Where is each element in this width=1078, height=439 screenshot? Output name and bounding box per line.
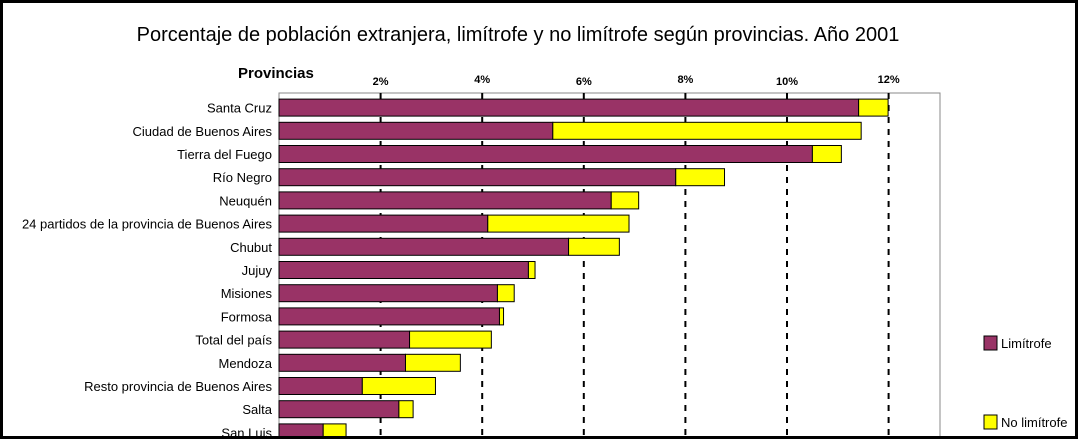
category-label: Ciudad de Buenos Aires [133, 124, 273, 139]
category-label: Misiones [221, 286, 273, 301]
category-label: Total del país [195, 333, 272, 348]
bar-limitrofe [278, 261, 529, 279]
bar-limitrofe [278, 121, 554, 140]
category-label: Tierra del Fuego [177, 147, 272, 162]
legend-label: Limítrofe [1001, 336, 1052, 351]
bar-no-limitrofe [487, 214, 630, 233]
bar-limitrofe [278, 214, 489, 233]
bar-no-limitrofe [811, 145, 842, 163]
bar-no-limitrofe [675, 168, 726, 187]
legend-label: No limítrofe [1001, 415, 1067, 430]
bar-limitrofe [278, 307, 500, 326]
legend-swatch [983, 414, 998, 430]
bar-no-limitrofe [322, 423, 347, 436]
category-label: Jujuy [242, 263, 273, 278]
bar-no-limitrofe [398, 400, 414, 419]
bar-no-limitrofe [409, 330, 492, 349]
category-label: Río Negro [213, 170, 272, 185]
x-tick-label: 6% [576, 76, 592, 88]
bar-limitrofe [278, 237, 570, 256]
bar-no-limitrofe [498, 307, 505, 326]
bar-limitrofe [278, 400, 400, 419]
category-label: Mendoza [219, 356, 273, 371]
bar-limitrofe [278, 145, 813, 163]
bar-no-limitrofe [858, 98, 889, 117]
bar-no-limitrofe [496, 284, 515, 303]
bar-limitrofe [278, 191, 612, 210]
bar-limitrofe [278, 168, 677, 187]
x-tick-label: 4% [474, 74, 490, 86]
legend-swatch [983, 335, 998, 351]
category-label: 24 partidos de la provincia de Buenos Ai… [22, 217, 273, 232]
bar-limitrofe [278, 353, 406, 372]
x-tick-label: 10% [776, 76, 798, 88]
bar-no-limitrofe [552, 121, 862, 140]
bar-no-limitrofe [610, 191, 640, 210]
x-tick-label: 12% [878, 74, 900, 86]
category-label: Salta [242, 402, 272, 417]
y-axis-title: Provincias [238, 65, 314, 82]
category-label: Chubut [230, 240, 272, 255]
bar-chart: Porcentaje de población extranjera, limí… [22, 24, 1067, 436]
x-tick-label: 2% [373, 76, 389, 88]
bar-no-limitrofe [527, 261, 536, 279]
x-tick-label: 8% [677, 74, 693, 86]
category-label: Resto provincia de Buenos Aires [84, 379, 272, 394]
bar-no-limitrofe [361, 377, 436, 395]
chart-title: Porcentaje de población extranjera, limí… [137, 24, 900, 46]
category-label: Neuquén [219, 193, 272, 208]
bar-limitrofe [278, 377, 363, 395]
category-label: Formosa [221, 309, 273, 324]
category-label: Santa Cruz [207, 101, 272, 116]
bar-limitrofe [278, 284, 498, 303]
category-label: San Luis [221, 425, 272, 436]
bar-limitrofe [278, 98, 860, 117]
bar-limitrofe [278, 330, 411, 349]
bar-no-limitrofe [568, 237, 620, 256]
bar-limitrofe [278, 423, 324, 436]
bar-no-limitrofe [404, 353, 461, 372]
